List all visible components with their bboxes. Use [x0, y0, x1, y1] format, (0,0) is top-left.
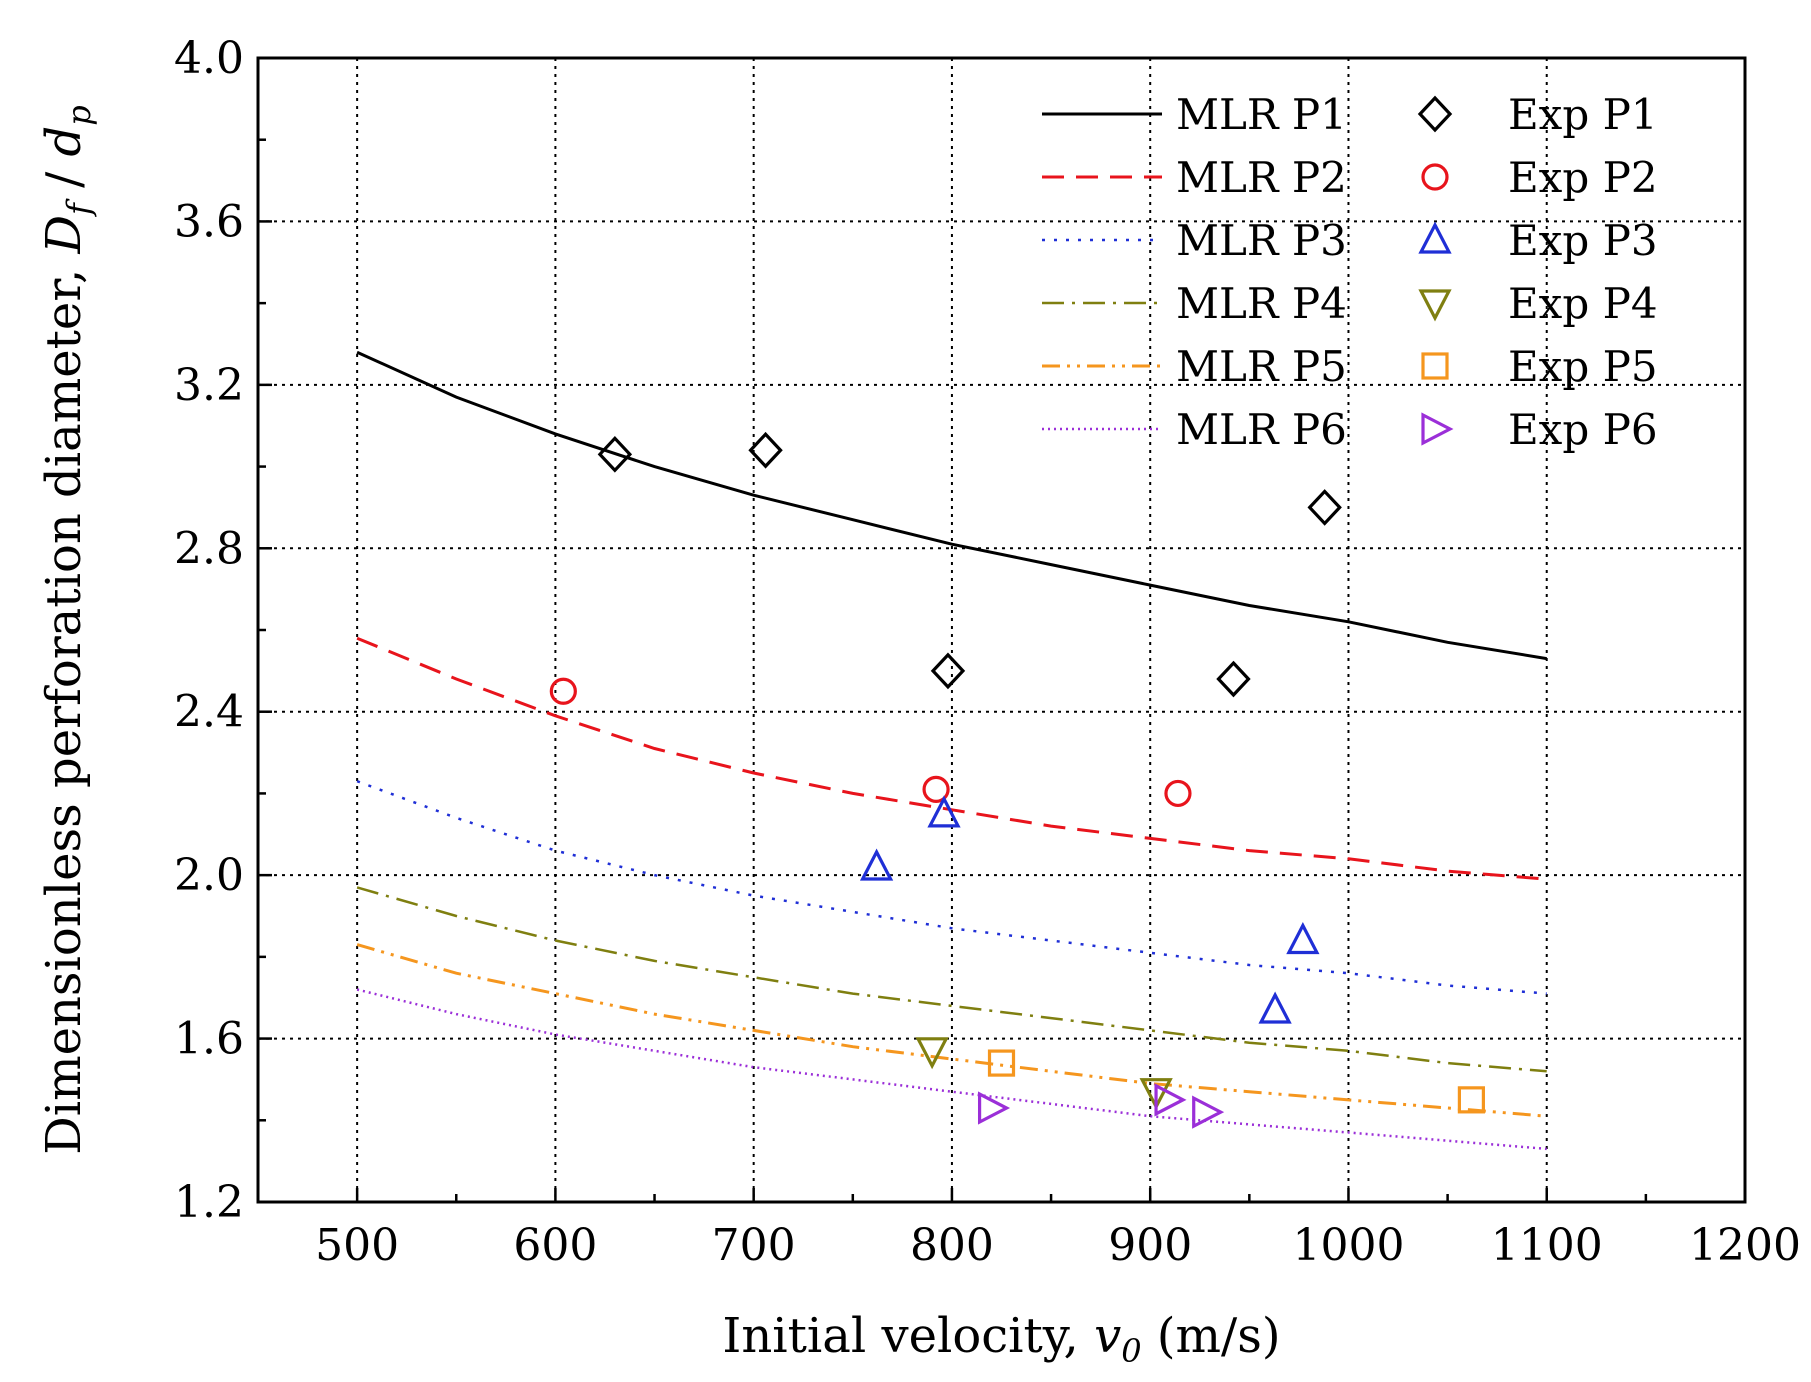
y-tick-label: 1.6	[174, 1014, 244, 1065]
x-tick-label: 1200	[1689, 1220, 1801, 1271]
y-axis-label-separator: /	[36, 156, 92, 203]
y-tick-label: 2.8	[174, 523, 244, 574]
legend-marker-exp-p3	[1418, 221, 1452, 254]
x-axis-label-symbol: v	[1094, 1308, 1121, 1364]
legend-marker-exp-p4	[1418, 289, 1452, 322]
series-line-mlr-p6	[356, 988, 1547, 1151]
data-point-exp-p1	[1307, 489, 1342, 526]
data-point-exp-p1	[1216, 660, 1251, 698]
y-tick-label: 2.4	[174, 687, 244, 738]
y-axis-label-numerator: D	[36, 215, 92, 254]
data-point-exp-p5	[987, 1049, 1016, 1077]
data-point-exp-p2	[549, 677, 577, 705]
legend-label-mlr-p5: MLR P5	[1176, 342, 1347, 391]
x-tick-label: 900	[1108, 1220, 1192, 1271]
data-point-exp-p2	[922, 775, 950, 803]
data-point-exp-p1	[597, 435, 633, 473]
series-line-mlr-p5	[356, 943, 1547, 1118]
series-line-mlr-p1	[356, 350, 1547, 661]
y-axis-label-prefix: Dimensionless perforation diameter,	[36, 253, 92, 1154]
plot-lines	[356, 350, 1547, 1151]
data-point-exp-p3	[1286, 922, 1320, 955]
x-tick-label: 800	[910, 1220, 994, 1271]
x-axis-label-subscript: 0	[1121, 1332, 1141, 1370]
legend-marker-exp-p2	[1421, 163, 1449, 191]
y-axis-label: Dimensionless perforation diameter, Df /…	[36, 105, 98, 1155]
x-tick-label: 1000	[1292, 1220, 1404, 1271]
x-tick-label: 600	[513, 1220, 597, 1271]
y-axis-label-denominator-sub: p	[60, 105, 98, 125]
data-point-exp-p1	[930, 652, 966, 690]
x-tick-label: 700	[712, 1220, 796, 1271]
plot-markers	[549, 431, 1485, 1129]
legend-marker-exp-p1	[1417, 95, 1453, 133]
series-line-mlr-p4	[356, 886, 1547, 1073]
data-point-exp-p2	[1164, 779, 1192, 808]
data-point-exp-p5	[1457, 1086, 1485, 1114]
grid	[258, 58, 1745, 1202]
y-axis-label-denominator: d	[36, 126, 92, 157]
y-tick-label: 4.0	[174, 33, 244, 84]
legend-label-exp-p5: Exp P5	[1508, 342, 1658, 391]
data-point-exp-p4	[915, 1037, 949, 1070]
data-point-exp-p3	[927, 795, 961, 828]
legend: MLR P1 MLR P2 MLR P3 MLR P4 MLR P5 MLR P6 Exp …	[1042, 90, 1658, 454]
series-line-mlr-p2	[356, 636, 1547, 881]
x-tick-label: 1100	[1491, 1220, 1603, 1271]
y-tick-label: 3.2	[174, 360, 244, 411]
y-tick-label: 1.2	[174, 1177, 244, 1228]
legend-label-mlr-p2: MLR P2	[1176, 153, 1347, 202]
legend-label-exp-p4: Exp P4	[1508, 279, 1658, 328]
legend-label-exp-p3: Exp P3	[1508, 216, 1658, 265]
legend-marker-exp-p6	[1421, 412, 1454, 446]
data-point-exp-p4	[1139, 1078, 1173, 1111]
data-point-exp-p3	[859, 848, 894, 881]
legend-label-mlr-p6: MLR P6	[1176, 405, 1347, 454]
y-tick-label: 3.6	[174, 196, 244, 247]
legend-label-exp-p1: Exp P1	[1508, 90, 1658, 139]
data-point-exp-p6	[977, 1091, 1011, 1125]
data-point-exp-p3	[1258, 991, 1292, 1024]
legend-label-mlr-p3: MLR P3	[1176, 216, 1347, 265]
data-point-exp-p6	[1154, 1083, 1187, 1117]
series-line-mlr-p3	[356, 780, 1547, 995]
data-point-exp-p6	[1192, 1095, 1225, 1129]
data-point-exp-p1	[748, 431, 783, 469]
legend-label-mlr-p1: MLR P1	[1176, 90, 1347, 139]
legend-label-exp-p6: Exp P6	[1508, 405, 1658, 454]
x-axis-label-prefix: Initial velocity,	[722, 1308, 1094, 1364]
x-tick-label: 500	[315, 1220, 399, 1271]
legend-label-exp-p2: Exp P2	[1508, 153, 1658, 202]
legend-label-mlr-p4: MLR P4	[1176, 279, 1347, 328]
y-tick-label: 2.0	[174, 850, 244, 901]
x-axis-label: Initial velocity, v0 (m/s)	[722, 1308, 1280, 1370]
x-axis-label-suffix: (m/s)	[1142, 1308, 1281, 1364]
axis-ticks	[256, 56, 1747, 1204]
tick-labels: 500 600 700 800 900 1000 1100 1200 1.2 1.6 2.0 2.4 2…	[174, 33, 1801, 1271]
legend-marker-exp-p5	[1421, 352, 1449, 380]
